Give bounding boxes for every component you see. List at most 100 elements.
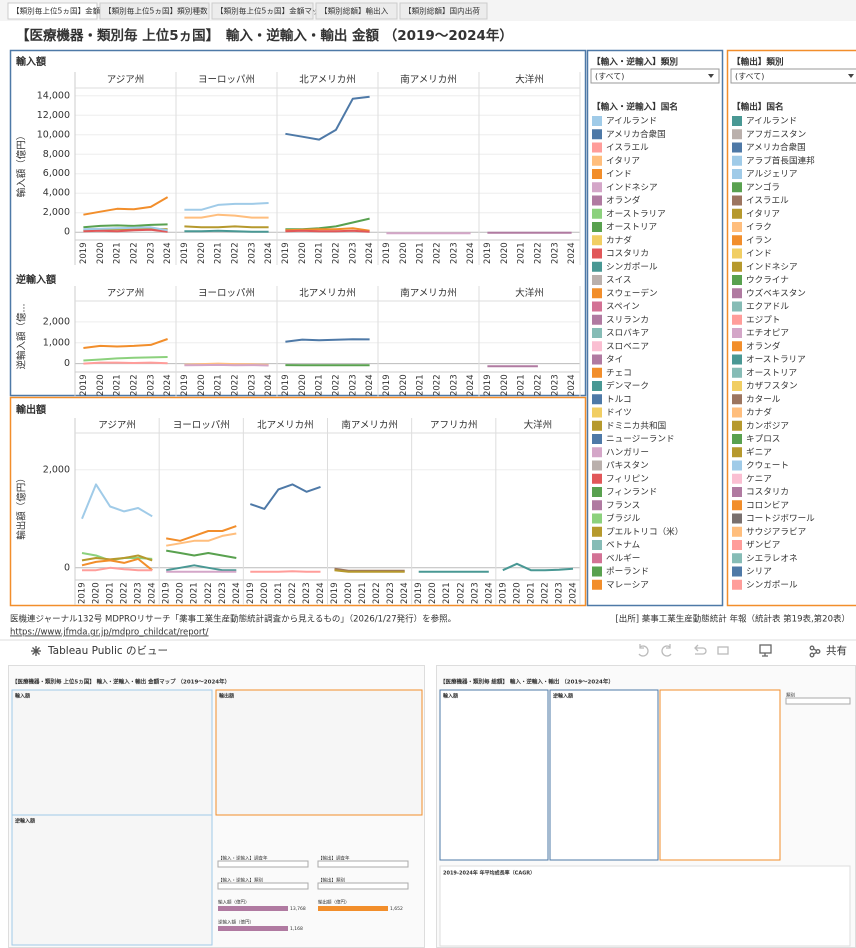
- legend-item[interactable]: アフガニスタン: [746, 129, 806, 140]
- swatch[interactable]: [592, 182, 602, 193]
- swatch[interactable]: [592, 155, 602, 166]
- swatch[interactable]: [592, 513, 602, 524]
- legend-item[interactable]: インドネシア: [606, 182, 658, 193]
- swatch[interactable]: [592, 354, 602, 365]
- swatch[interactable]: [732, 487, 742, 497]
- swatch[interactable]: [592, 540, 602, 550]
- swatch[interactable]: [592, 367, 602, 378]
- legend-item[interactable]: シンガポール: [606, 261, 658, 272]
- swatch[interactable]: [732, 354, 742, 365]
- legend-item[interactable]: オランダ: [606, 194, 641, 206]
- legend-item[interactable]: コスタリカ: [746, 487, 789, 498]
- legend-item[interactable]: イラク: [746, 222, 772, 233]
- legend-item[interactable]: カンボジア: [746, 420, 789, 431]
- swatch[interactable]: [732, 473, 742, 484]
- swatch[interactable]: [592, 116, 602, 126]
- swatch[interactable]: [732, 434, 742, 444]
- legend-item[interactable]: カナダ: [746, 406, 772, 418]
- legend-item[interactable]: クウェート: [746, 460, 789, 471]
- legend-item[interactable]: アメリカ合衆国: [606, 128, 666, 140]
- swatch[interactable]: [732, 328, 742, 338]
- swatch[interactable]: [592, 248, 602, 259]
- legend-item[interactable]: タイ: [606, 354, 623, 365]
- swatch[interactable]: [592, 222, 602, 232]
- legend-item[interactable]: パキスタン: [606, 460, 649, 471]
- swatch[interactable]: [732, 142, 742, 153]
- legend-item[interactable]: シエラレオネ: [746, 553, 798, 564]
- legend-item[interactable]: イスラエル: [746, 195, 789, 206]
- legend-item[interactable]: デンマーク: [606, 380, 649, 392]
- legend-item[interactable]: アンゴラ: [746, 181, 780, 193]
- legend-item[interactable]: イタリア: [746, 208, 780, 219]
- legend-item[interactable]: スロバキア: [606, 328, 649, 339]
- dropdown[interactable]: [590, 68, 720, 84]
- legend-item[interactable]: コスタリカ: [606, 248, 649, 259]
- legend-item[interactable]: オランダ: [746, 340, 781, 352]
- swatch[interactable]: [592, 261, 602, 272]
- swatch[interactable]: [592, 314, 602, 325]
- legend-item[interactable]: フランス: [606, 500, 640, 511]
- legend-item[interactable]: キプロス: [746, 434, 780, 445]
- legend-item[interactable]: オーストラリア: [746, 354, 806, 365]
- swatch[interactable]: [732, 288, 742, 299]
- legend-item[interactable]: イスラエル: [606, 142, 649, 153]
- swatch[interactable]: [592, 341, 602, 352]
- legend-item[interactable]: イタリア: [606, 155, 640, 166]
- legend-item[interactable]: ドミニカ共和国: [606, 420, 666, 431]
- swatch[interactable]: [592, 129, 602, 140]
- legend-item[interactable]: アルジェリア: [746, 170, 797, 180]
- legend-item[interactable]: ザンビア: [746, 540, 780, 551]
- legend-item[interactable]: マレーシア: [606, 580, 649, 590]
- swatch[interactable]: [732, 566, 742, 577]
- tab[interactable]: [99, 2, 210, 20]
- swatch[interactable]: [732, 367, 742, 378]
- dropdown[interactable]: [730, 68, 856, 84]
- tab[interactable]: [211, 2, 314, 20]
- swatch[interactable]: [592, 142, 602, 153]
- legend-item[interactable]: オーストリア: [746, 367, 797, 378]
- swatch[interactable]: [592, 460, 602, 471]
- swatch[interactable]: [732, 129, 742, 140]
- swatch[interactable]: [592, 487, 602, 497]
- swatch[interactable]: [592, 394, 602, 405]
- swatch[interactable]: [732, 222, 742, 232]
- swatch[interactable]: [732, 261, 742, 272]
- swatch[interactable]: [732, 579, 742, 590]
- swatch[interactable]: [592, 407, 602, 418]
- legend-item[interactable]: アイルランド: [606, 116, 657, 127]
- swatch[interactable]: [732, 526, 742, 537]
- legend-item[interactable]: サウジアラビア: [746, 526, 806, 537]
- legend-item[interactable]: チェコ: [606, 367, 632, 378]
- toolbar-icons[interactable]: [638, 644, 821, 658]
- legend-item[interactable]: カナダ: [606, 234, 632, 246]
- tab[interactable]: [399, 2, 488, 20]
- legend-item[interactable]: ベトナム: [606, 540, 641, 551]
- legend-item[interactable]: アイルランド: [746, 116, 797, 127]
- legend-item[interactable]: ハンガリー: [606, 447, 649, 458]
- legend-item[interactable]: ギニア: [746, 447, 772, 458]
- legend-item[interactable]: エクアドル: [746, 301, 789, 312]
- legend-item[interactable]: ドイツ: [606, 408, 632, 418]
- tab[interactable]: [315, 2, 398, 20]
- legend-item[interactable]: エジプト: [746, 314, 780, 325]
- legend-item[interactable]: ケニア: [746, 473, 772, 484]
- swatch[interactable]: [592, 553, 602, 564]
- swatch[interactable]: [592, 195, 602, 206]
- legend-item[interactable]: コロンビア: [746, 500, 789, 511]
- legend-item[interactable]: プエルトリコ（米）: [606, 525, 683, 537]
- swatch[interactable]: [732, 407, 742, 418]
- swatch[interactable]: [592, 288, 602, 299]
- swatch[interactable]: [732, 248, 742, 259]
- legend-item[interactable]: ウクライナ: [746, 275, 789, 286]
- swatch[interactable]: [732, 182, 742, 193]
- legend-item[interactable]: ニュージーランド: [606, 434, 675, 445]
- legend-item[interactable]: ベルギー: [606, 553, 640, 564]
- legend-item[interactable]: ブラジル: [606, 512, 641, 524]
- legend-item[interactable]: インドネシア: [746, 261, 798, 272]
- legend-item[interactable]: ウズベキスタン: [746, 287, 806, 299]
- legend-item[interactable]: スペイン: [606, 302, 640, 312]
- legend-item[interactable]: カザフスタン: [746, 381, 798, 392]
- swatch[interactable]: [592, 579, 602, 590]
- legend-item[interactable]: スウェーデン: [606, 287, 658, 299]
- legend-item[interactable]: エチオピア: [746, 328, 789, 339]
